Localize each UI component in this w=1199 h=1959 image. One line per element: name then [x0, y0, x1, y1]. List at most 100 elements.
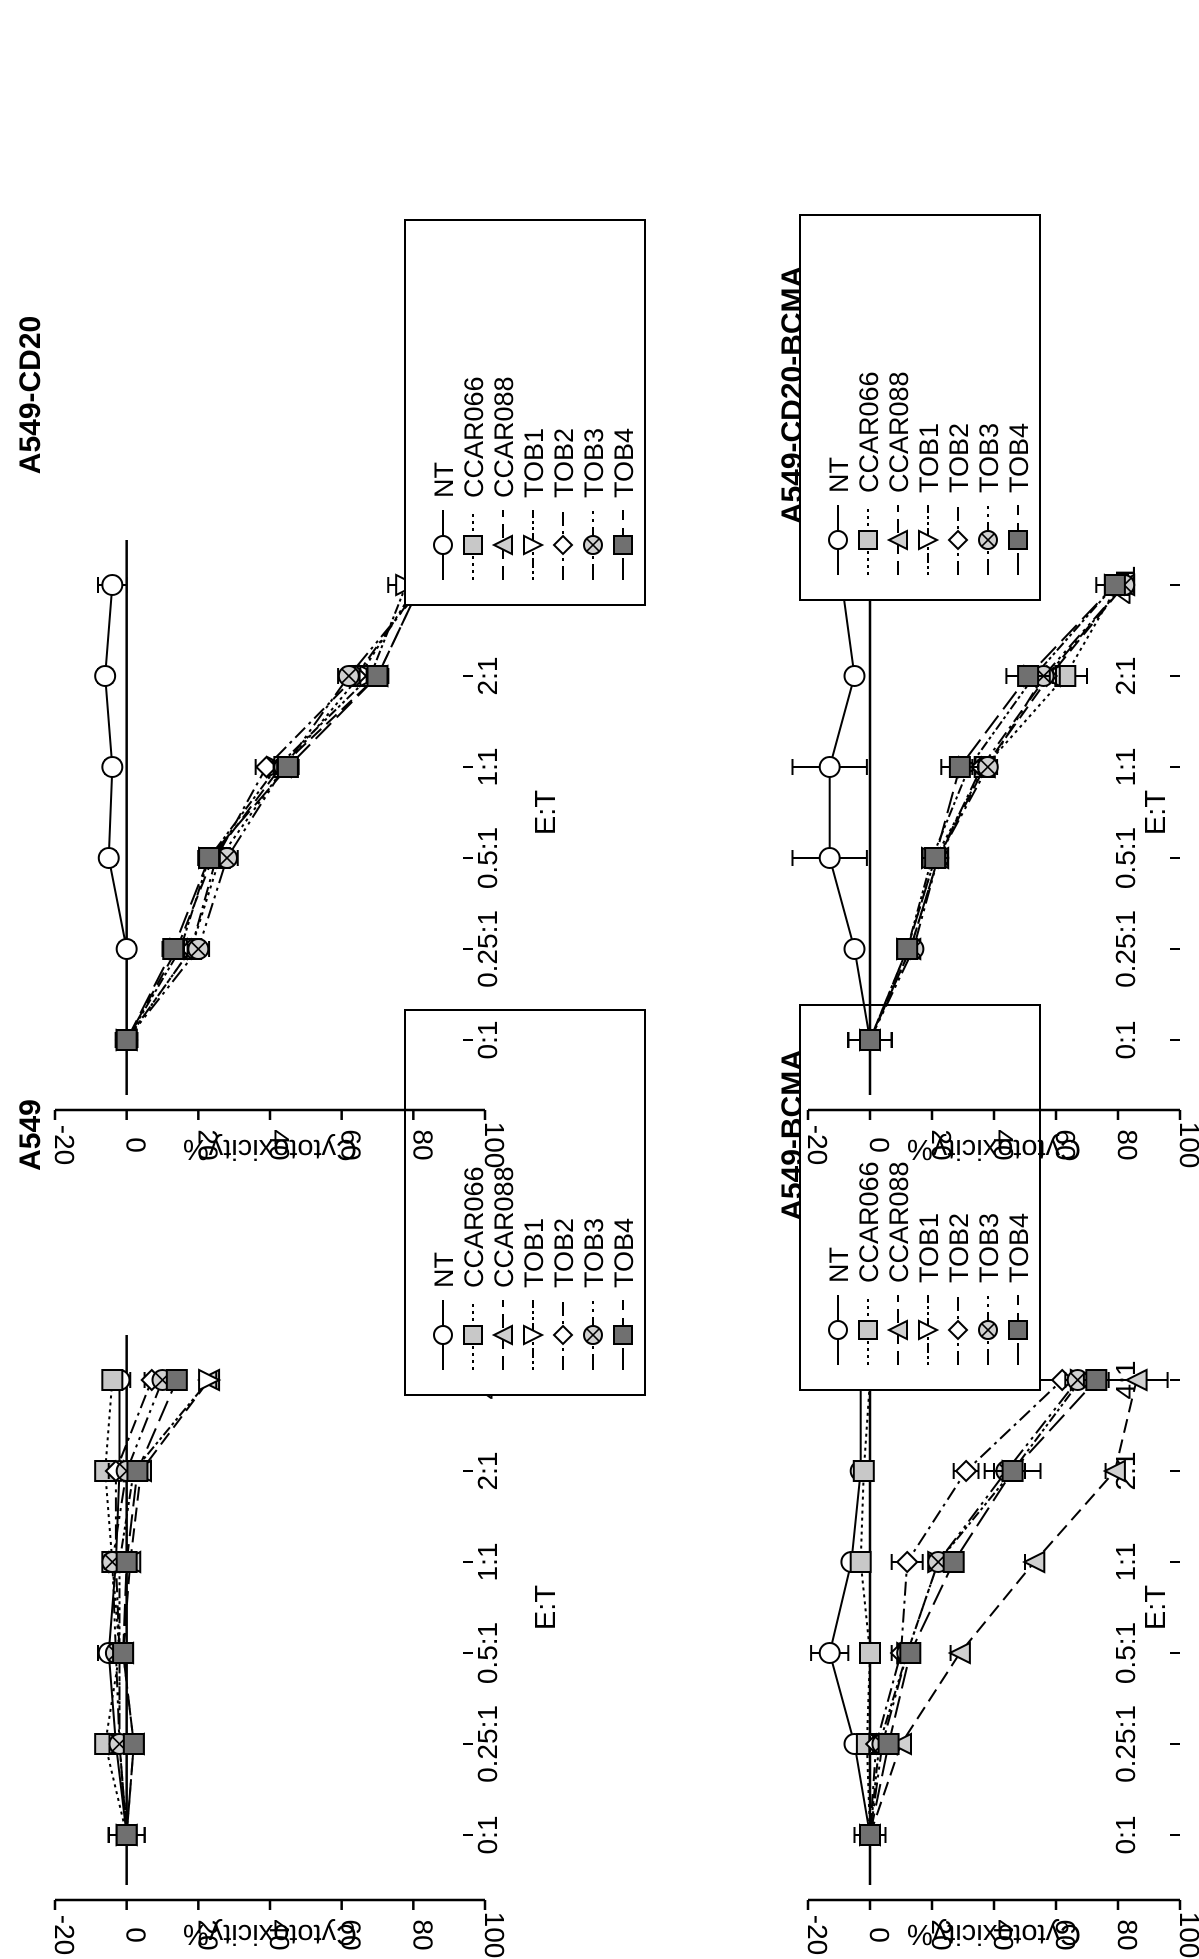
marker-square: [1017, 665, 1040, 687]
x-tick-label: 0.5:1: [472, 1622, 503, 1684]
legend-item: CCAR088: [884, 371, 914, 575]
marker-circle: [115, 938, 138, 960]
series-tob4: [853, 1369, 1110, 1846]
series-line: [869, 1379, 1082, 1836]
series-line: [122, 1379, 178, 1836]
marker-circle: [818, 756, 841, 778]
marker-diamond: [552, 1324, 574, 1346]
legend-item: TOB3: [974, 423, 1004, 575]
marker-circle: [433, 1325, 453, 1345]
legend-item: TOB3: [974, 1213, 1004, 1365]
marker-square: [942, 1551, 965, 1573]
legend-item: TOB3: [579, 428, 609, 580]
x-tick-label: 0.25:1: [472, 910, 503, 988]
chart-panel: 100 80 60 40 20 0 -20 Cytotoxicity% 0:1 0.25:1 0.5…: [776, 214, 1199, 1169]
series-line: [125, 584, 422, 1041]
y-axis-title: Cytotoxicity%: [907, 1133, 1081, 1165]
marker-square: [276, 756, 299, 778]
legend-label: TOB3: [974, 1213, 1004, 1283]
marker-circle: [818, 847, 841, 869]
y-tick-label: -20: [802, 1915, 833, 1955]
marker-triangle-down: [918, 529, 940, 551]
chart-panel: 100 80 60 40 20 0 -20 Cytotoxicity% 0:1 0.25:1 0.5…: [776, 1004, 1199, 1959]
marker-diamond: [947, 1319, 969, 1341]
y-tick-label: 60: [1050, 1919, 1081, 1950]
marker-circle: [843, 938, 866, 960]
x-tick-label: 1:1: [1110, 1543, 1141, 1582]
y-tick-label: 20: [192, 1919, 223, 1950]
legend-item: NT: [824, 1247, 854, 1365]
y-tick-label: 80: [1112, 1919, 1143, 1950]
x-tick-label: 0:1: [1110, 1021, 1141, 1060]
y-tick-label: 60: [336, 1129, 367, 1160]
marker-otimes-cross: [219, 850, 235, 866]
series-tob4: [107, 1369, 188, 1846]
legend-item: TOB2: [944, 1213, 974, 1365]
marker-square: [613, 535, 633, 555]
series-line: [869, 584, 1119, 1041]
marker-triangle: [1022, 1550, 1046, 1574]
y-tick-label: 100: [1174, 1122, 1199, 1169]
marker-triangle-down: [918, 1319, 940, 1341]
legend-item: TOB2: [549, 428, 579, 580]
marker-triangle: [1102, 1459, 1126, 1483]
x-tick-label: 0.25:1: [1110, 910, 1141, 988]
marker-circle: [828, 1320, 848, 1340]
y-tick-label: 40: [264, 1919, 295, 1950]
series-line: [107, 1380, 128, 1836]
y-tick-label: 100: [479, 1912, 510, 1959]
y-tick-label: 40: [264, 1129, 295, 1160]
y-tick-label: 100: [479, 1122, 510, 1169]
series-line: [859, 1379, 872, 1836]
legend-label: TOB3: [579, 1218, 609, 1288]
x-tick-label: 0:1: [472, 1816, 503, 1855]
series-nt: [94, 574, 139, 1051]
legend-item: CCAR066: [854, 371, 884, 575]
legend-label: NT: [429, 1252, 459, 1288]
series-line: [114, 1379, 153, 1836]
legend-item: TOB1: [914, 423, 944, 575]
marker-circle: [828, 530, 848, 550]
marker-triangle: [888, 1732, 912, 1756]
legend-item: TOB2: [944, 423, 974, 575]
marker-square: [948, 756, 971, 778]
y-axis-title: Cytotoxicity%: [183, 1918, 357, 1950]
y-tick-label: 0: [864, 1137, 895, 1153]
y-tick-label: 80: [407, 1129, 438, 1160]
legend: NT CCAR066 CCAR088 TOB1 TOB2 TOB3 TOB4: [404, 1009, 646, 1396]
legend-item: NT: [824, 457, 854, 575]
legend-label: CCAR088: [884, 371, 914, 493]
series-tob3: [847, 574, 1136, 1051]
x-tick-label: 2:1: [472, 1452, 503, 1491]
legend-item: TOB4: [1004, 1213, 1034, 1365]
legend-item: TOB2: [549, 1218, 579, 1370]
series-line: [869, 1379, 1138, 1836]
series-line: [125, 584, 425, 1041]
y-tick-label: 40: [988, 1919, 1019, 1950]
y-tick-label: -20: [49, 1125, 80, 1165]
chart-panel: 100 80 60 40 20 0 -20 Cytotoxicity% 0:1 0.25:1 0.5…: [14, 219, 646, 1169]
series-line: [122, 1379, 210, 1836]
y-tick-label: 40: [988, 1129, 1019, 1160]
marker-circle: [818, 1642, 841, 1664]
legend-item: TOB4: [609, 1218, 639, 1370]
legend-item: NT: [429, 1252, 459, 1370]
legend-label: TOB4: [609, 1218, 639, 1288]
series-line: [869, 1379, 1063, 1836]
marker-square: [896, 938, 919, 960]
series-line: [869, 1379, 1079, 1836]
legend-label: CCAR066: [854, 371, 884, 493]
legend-item: TOB1: [519, 1218, 549, 1370]
series-line: [869, 584, 1125, 1041]
marker-square: [366, 665, 389, 687]
y-tick-label: 0: [121, 1927, 152, 1943]
y-tick-label: 100: [1174, 1912, 1199, 1959]
y-tick-label: 20: [926, 1129, 957, 1160]
marker-square: [463, 535, 483, 555]
legend-label: CCAR088: [489, 1166, 519, 1288]
marker-square: [115, 1551, 138, 1573]
y-axis-title: Cytotoxicity%: [907, 1918, 1081, 1950]
marker-triangle-down: [523, 534, 545, 556]
marker-square: [859, 1029, 881, 1051]
